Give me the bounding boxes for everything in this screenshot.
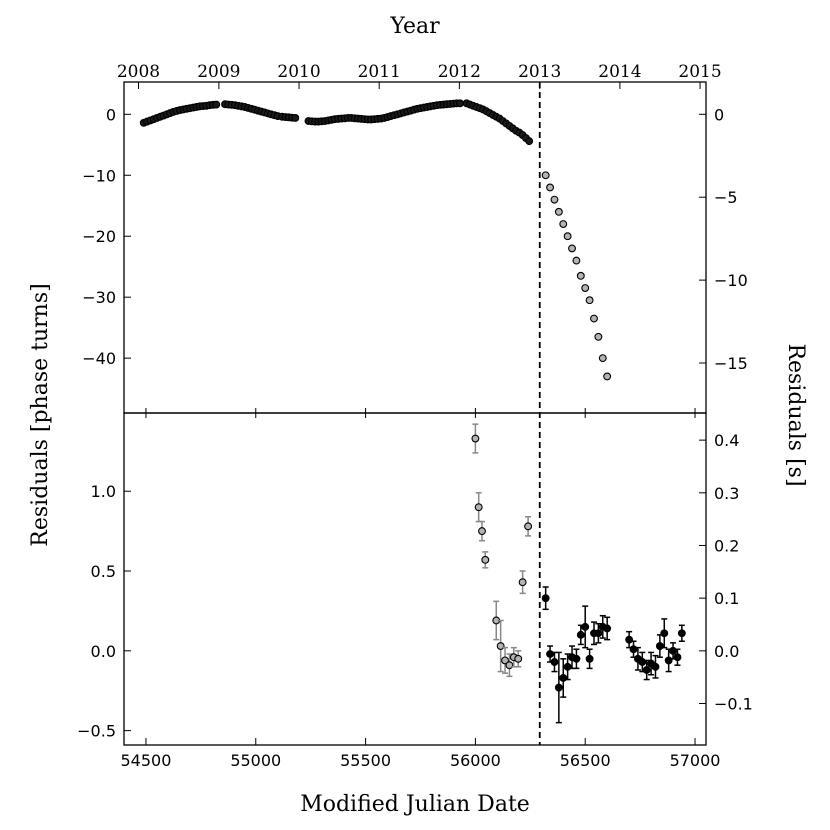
bottom-data-point: [505, 661, 514, 670]
bottom-right-tick-label: −0.1: [714, 695, 753, 714]
year-tick-label: 2010: [277, 62, 320, 82]
bottom-data-point: [550, 658, 559, 666]
top-data-point: [603, 372, 612, 381]
bottom-y-tick-label: −0.5: [77, 722, 116, 741]
top-data-point: [212, 100, 221, 109]
top-data-point: [590, 314, 598, 323]
top-data-point: [581, 284, 590, 292]
year-tick-label: 2009: [197, 62, 240, 82]
top-y-tick-label: −20: [82, 227, 116, 246]
top-panel-frame: [123, 81, 707, 414]
year-axis-title: Year: [389, 14, 440, 39]
bottom-right-tick-label: 0.0: [714, 642, 739, 661]
top-data-point: [563, 232, 572, 241]
bottom-data-point: [518, 578, 527, 587]
bottom-right-tick-label: 0.3: [714, 484, 739, 503]
x-tick-label: 56500: [560, 751, 611, 770]
top-data-point: [594, 332, 603, 341]
year-tick-label: 2011: [358, 62, 401, 82]
bottom-data-point: [559, 674, 568, 682]
top-data-point: [541, 171, 550, 180]
x-tick-label: 57000: [670, 751, 721, 770]
bottom-data-point: [664, 656, 673, 665]
top-y-tick-label: −10: [82, 166, 116, 185]
top-right-tick-label: −5: [714, 188, 738, 207]
bottom-panel-frame: [123, 412, 707, 746]
bottom-data-point: [581, 622, 590, 631]
top-right-tick-label: 0: [714, 105, 724, 124]
top-data-point: [546, 183, 555, 192]
bottom-data-point: [677, 629, 686, 638]
bottom-y-tick-label: 1.0: [91, 482, 116, 501]
right-y-axis-title: Residuals [s]: [783, 343, 808, 486]
year-tick-label: 2012: [438, 62, 481, 82]
bottom-y-tick-label: 0.5: [91, 562, 116, 581]
top-data-point: [554, 207, 563, 216]
year-tick-label: 2008: [117, 62, 160, 82]
bottom-data-point: [576, 630, 585, 639]
x-tick-label: 54500: [121, 751, 172, 770]
bottom-data-point: [625, 635, 634, 644]
bottom-data-point: [603, 624, 612, 633]
year-tick-label: 2013: [518, 62, 561, 82]
bottom-data-point: [594, 629, 603, 638]
bottom-data-point: [474, 503, 483, 512]
year-tick-label: 2015: [678, 62, 721, 82]
x-tick-label: 55000: [230, 751, 281, 770]
top-y-tick-label: −40: [82, 349, 116, 368]
bottom-data-point: [471, 434, 480, 443]
top-data-point: [585, 296, 594, 305]
top-y-tick-label: −30: [82, 288, 116, 307]
year-tick-label: 2014: [598, 62, 641, 82]
bottom-right-tick-label: 0.1: [714, 589, 739, 608]
bottom-data-point: [660, 629, 669, 638]
top-data-point: [598, 354, 607, 363]
bottom-data-point: [554, 683, 563, 692]
bottom-y-tick-label: 0.0: [91, 642, 116, 661]
top-data-point: [559, 220, 568, 228]
bottom-data-point: [651, 662, 660, 671]
top-data-point: [525, 137, 534, 146]
bottom-data-point: [669, 646, 678, 655]
top-data-point: [568, 244, 576, 253]
bottom-data-point: [496, 642, 505, 650]
left-y-axis-title: Residuals [phase turns]: [28, 283, 53, 546]
x-axis-title: Modified Julian Date: [300, 792, 530, 817]
bottom-data-point: [572, 654, 581, 663]
bottom-data-point: [655, 642, 664, 650]
bottom-right-tick-label: 0.4: [714, 431, 739, 450]
top-data-point: [576, 271, 585, 280]
top-y-tick-label: 0: [106, 105, 116, 124]
top-data-point: [572, 256, 581, 265]
top-right-tick-label: −10: [714, 271, 748, 290]
bottom-data-point: [673, 653, 682, 662]
plot-layer: 2008 2009 2010 2011 2012 2013 2014 2015 54500 550…: [77, 62, 753, 770]
bottom-right-tick-label: 0.2: [714, 536, 739, 555]
top-data-point: [456, 99, 464, 108]
bottom-data-point: [642, 666, 651, 674]
bottom-data-point: [524, 522, 533, 531]
x-tick-label: 55500: [340, 751, 391, 770]
bottom-data-point: [514, 654, 523, 663]
top-data-point: [291, 114, 300, 122]
bottom-data-point: [638, 658, 647, 666]
bottom-data-point: [481, 555, 490, 564]
bottom-data-point: [563, 662, 572, 671]
top-right-tick-label: −15: [714, 354, 748, 373]
bottom-data-point: [501, 656, 509, 665]
bottom-data-point: [585, 654, 594, 663]
bottom-data-point: [629, 645, 638, 654]
bottom-data-point: [478, 527, 486, 536]
bottom-data-point: [541, 594, 550, 603]
bottom-data-point: [546, 650, 555, 658]
x-tick-label: 56000: [450, 751, 501, 770]
top-data-point: [550, 195, 559, 204]
